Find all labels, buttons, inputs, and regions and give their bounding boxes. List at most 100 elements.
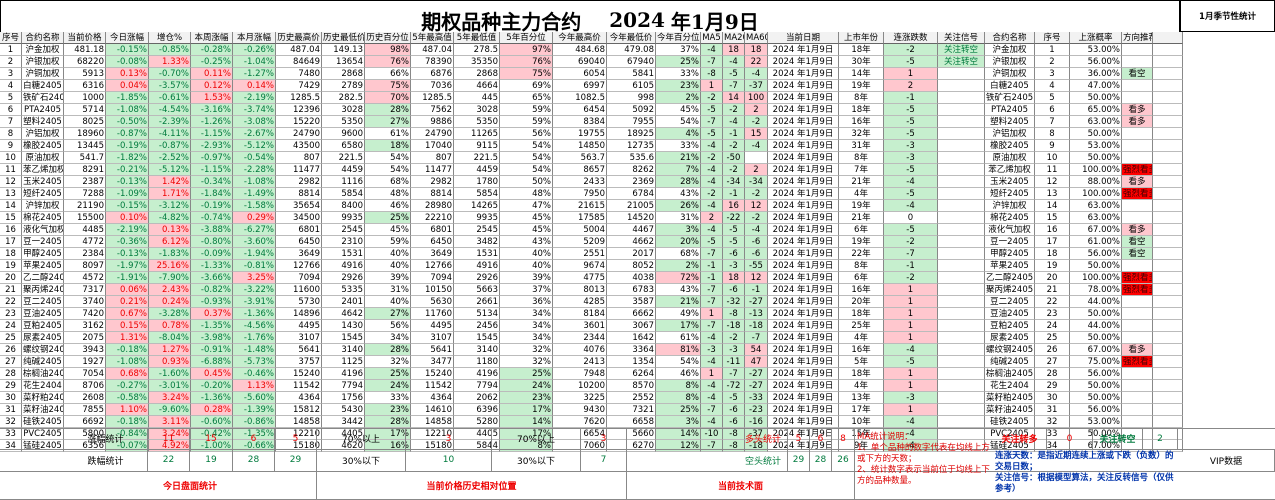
table-cell: 25年	[839, 320, 884, 332]
table-cell: -3.98%	[191, 332, 233, 344]
table-cell: -2	[723, 104, 745, 116]
table-cell: 5660	[607, 428, 656, 440]
table-cell: 4664	[454, 80, 500, 92]
table-cell: 8%	[656, 392, 701, 404]
table-header: 序号 合约名称 当前价格 今日涨幅 增仓% 本周涨幅 本月涨幅 历史最高价 历史最低价 历史百分位…	[0, 32, 1183, 44]
table-cell: -3.60%	[233, 236, 276, 248]
table-cell: -1.15%	[191, 164, 233, 176]
table-cell: -27	[745, 368, 768, 380]
table-cell: 2.43%	[149, 284, 191, 296]
table-cell: 24%	[500, 380, 553, 392]
table-cell: -0.97%	[191, 152, 233, 164]
table-cell: -2	[884, 272, 938, 284]
table-cell: 563.7	[553, 152, 607, 164]
table-cell: 23	[0, 308, 22, 320]
contract-name-cell: 锰硅2405	[22, 440, 64, 452]
table-cell: 27%	[365, 116, 411, 128]
table-cell: -7	[701, 404, 723, 416]
contract-name-cell: 苹果2405	[985, 260, 1035, 272]
table-cell: 61%	[656, 332, 701, 344]
table-cell: -2.19%	[106, 224, 149, 236]
table-cell: 7288	[64, 188, 106, 200]
table-cell: -6	[745, 236, 768, 248]
table-cell: 17%	[500, 428, 553, 440]
table-cell: 4916	[322, 260, 365, 272]
table-cell: 20%	[656, 236, 701, 248]
table-cell: 2024 年1月9日	[768, 212, 839, 224]
below30-5y: 7	[581, 449, 627, 471]
table-cell: 50.00%	[1070, 392, 1122, 404]
table-cell: -16	[745, 416, 768, 428]
table-cell: -0.84%	[106, 428, 149, 440]
contract-name-cell: 纯碱2405	[985, 356, 1035, 368]
table-cell: 8291	[64, 164, 106, 176]
table-cell	[1153, 248, 1183, 260]
table-cell: 8570	[607, 380, 656, 392]
table-cell: 15	[745, 128, 768, 140]
table-cell	[1122, 392, 1153, 404]
table-cell: -0.36%	[106, 236, 149, 248]
table-cell: 1125	[322, 356, 365, 368]
table-cell: -5	[701, 128, 723, 140]
table-cell: 541.7	[64, 152, 106, 164]
table-cell	[938, 248, 985, 260]
table-cell: 67.00%	[1070, 344, 1122, 356]
contract-name-cell: 苯乙烯加权	[22, 164, 64, 176]
table-cell: 50.00%	[1070, 128, 1122, 140]
table-cell: 5854	[454, 188, 500, 200]
table-cell: 6997	[553, 80, 607, 92]
table-cell: 21615	[553, 200, 607, 212]
table-cell: 12210	[411, 428, 454, 440]
summary-area: 涨幅统计 11 15 6 5 跌幅统计 22 19 28 29 70%以上 3 70%以上 3 30%以下 1…	[0, 428, 1275, 500]
table-cell	[938, 176, 985, 188]
table-cell: -5	[701, 104, 723, 116]
table-cell: 16年	[839, 344, 884, 356]
table-cell: 6580	[322, 140, 365, 152]
table-cell: 6	[1035, 104, 1070, 116]
table-cell: 3587	[607, 296, 656, 308]
table-cell: -1.36%	[233, 308, 276, 320]
table-cell: 3107	[276, 332, 322, 344]
table-cell: 3757	[276, 356, 322, 368]
contract-name-cell: 苹果2405	[22, 260, 64, 272]
table-cell	[938, 236, 985, 248]
table-cell: -5	[884, 356, 938, 368]
table-cell: 8097	[64, 260, 106, 272]
table-cell	[938, 356, 985, 368]
table-cell: 29	[1035, 380, 1070, 392]
table-cell: -3	[723, 344, 745, 356]
table-cell: 4495	[276, 320, 322, 332]
table-cell: 2024 年1月9日	[768, 68, 839, 80]
table-cell: -1.08%	[233, 176, 276, 188]
table-cell	[1153, 284, 1183, 296]
contract-name-cell: PTA2405	[22, 104, 64, 116]
direction-badge: 看多	[1122, 224, 1153, 236]
table-cell: -27	[745, 380, 768, 392]
table-cell: 21%	[656, 152, 701, 164]
table-cell: -4	[701, 392, 723, 404]
table-cell: -0.15%	[106, 200, 149, 212]
table-cell: 4年	[839, 380, 884, 392]
table-cell: 67.00%	[1070, 440, 1122, 452]
table-cell: 14年	[839, 68, 884, 80]
table-cell: -0.18%	[106, 344, 149, 356]
table-cell: 5844	[454, 440, 500, 452]
table-cell: -4	[701, 44, 723, 56]
table-cell	[1122, 368, 1153, 380]
table-cell: -34	[723, 176, 745, 188]
table-cell: 5800	[64, 428, 106, 440]
table-cell: 2413	[553, 356, 607, 368]
table-cell: 2926	[322, 272, 365, 284]
table-cell: 5209	[553, 236, 607, 248]
table-cell: -4	[745, 140, 768, 152]
column-header: MA5	[701, 32, 723, 44]
table-cell: -13	[745, 308, 768, 320]
table-cell: 22	[0, 296, 22, 308]
table-cell: -1.94%	[233, 248, 276, 260]
table-cell: 1.71%	[149, 188, 191, 200]
table-cell: 2024 年1月9日	[768, 248, 839, 260]
table-cell: 7054	[64, 368, 106, 380]
table-cell	[938, 284, 985, 296]
contract-name-cell: 玉米2405	[985, 176, 1035, 188]
table-cell: 0.11%	[191, 68, 233, 80]
